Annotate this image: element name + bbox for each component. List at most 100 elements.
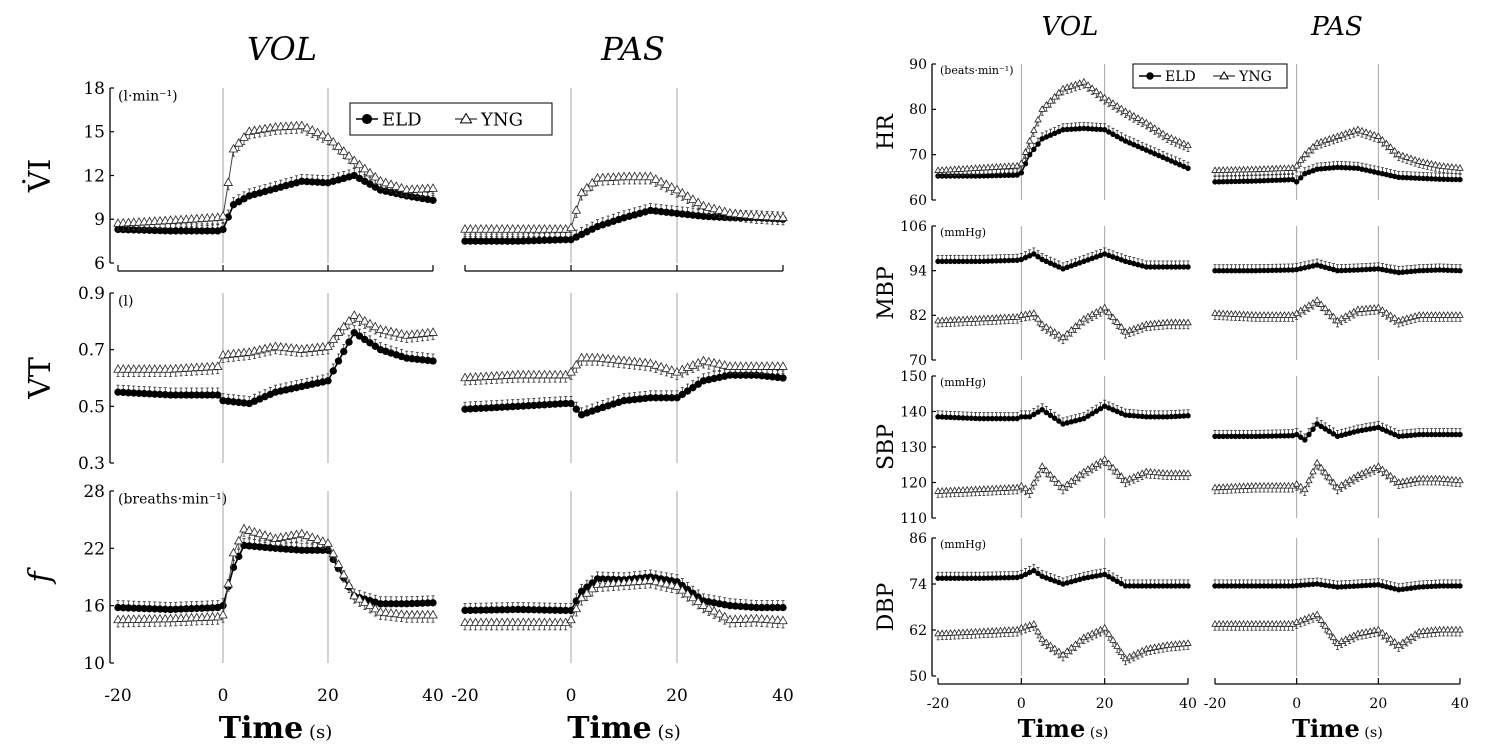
yng-marker bbox=[302, 122, 312, 132]
eld-marker bbox=[1056, 128, 1062, 135]
eld-marker bbox=[683, 387, 692, 395]
eld-marker bbox=[989, 172, 995, 179]
eld-marker bbox=[736, 602, 745, 611]
eld-marker bbox=[292, 546, 301, 554]
eld-marker bbox=[1400, 269, 1406, 275]
eld-marker bbox=[1010, 172, 1016, 178]
eld-marker bbox=[1449, 267, 1455, 274]
eld-marker bbox=[1293, 179, 1300, 185]
eld-marker bbox=[1068, 578, 1075, 585]
eld-marker bbox=[1440, 267, 1447, 273]
eld-marker bbox=[319, 178, 327, 187]
eld-marker bbox=[562, 235, 570, 244]
yng-marker bbox=[1063, 647, 1071, 654]
y-tick-label: 80 bbox=[909, 102, 927, 118]
eld-marker bbox=[471, 606, 480, 614]
eld-marker bbox=[1026, 414, 1033, 420]
eld-marker bbox=[392, 600, 400, 608]
eld-marker bbox=[1273, 433, 1279, 439]
eld-marker bbox=[1220, 267, 1226, 274]
eld-marker bbox=[947, 575, 954, 581]
yng-marker bbox=[698, 600, 709, 609]
yng-marker bbox=[1292, 161, 1301, 169]
y-tick-label: 0.7 bbox=[78, 341, 105, 361]
eld-series-pas-dbp bbox=[1212, 577, 1463, 593]
yng-marker bbox=[354, 593, 365, 603]
eld-marker bbox=[119, 604, 127, 612]
eld-marker bbox=[1408, 175, 1414, 181]
eld-marker bbox=[135, 389, 143, 397]
yng-marker bbox=[1059, 333, 1067, 341]
eld-marker bbox=[1035, 570, 1041, 577]
eld-marker bbox=[1006, 415, 1012, 422]
eld-marker bbox=[329, 367, 337, 375]
y-tick-label: 90 bbox=[909, 57, 927, 73]
eld-marker bbox=[1172, 413, 1179, 420]
eld-marker bbox=[1114, 408, 1120, 415]
eld-marker bbox=[1010, 257, 1016, 264]
eld-marker bbox=[208, 391, 217, 399]
eld-marker bbox=[145, 390, 154, 398]
eld-marker bbox=[1432, 431, 1439, 438]
yng-marker bbox=[375, 324, 386, 333]
eld-marker bbox=[203, 604, 211, 612]
eld-marker bbox=[182, 227, 190, 235]
yng-marker bbox=[698, 200, 709, 210]
eld-marker bbox=[1139, 263, 1145, 269]
eld-marker bbox=[699, 212, 708, 221]
y-tick-label: 10 bbox=[83, 654, 105, 674]
yng-marker bbox=[709, 605, 719, 615]
eld-marker bbox=[551, 400, 559, 408]
yng-series-vol-sbp bbox=[934, 455, 1192, 498]
yng-marker bbox=[672, 581, 682, 590]
yng-marker bbox=[344, 150, 354, 160]
eld-marker bbox=[1228, 433, 1235, 440]
eld-marker bbox=[1068, 263, 1075, 269]
eld-marker bbox=[1408, 432, 1414, 439]
yng-marker bbox=[1105, 308, 1113, 316]
eld-marker bbox=[193, 604, 201, 613]
eld-marker bbox=[1322, 264, 1328, 271]
eld-marker bbox=[1351, 429, 1357, 435]
y-axis-label: V̇I bbox=[23, 159, 58, 194]
eld-marker bbox=[487, 606, 496, 614]
eld-marker bbox=[429, 196, 437, 204]
yng-marker bbox=[223, 177, 234, 186]
eld-marker bbox=[1379, 266, 1386, 273]
yng-series-vol-dbp bbox=[934, 620, 1192, 666]
yng-marker bbox=[1050, 328, 1059, 335]
yng-marker bbox=[1030, 620, 1038, 627]
yng-marker bbox=[661, 578, 672, 588]
eld-marker bbox=[1181, 583, 1187, 589]
eld-marker bbox=[989, 575, 995, 581]
eld-marker bbox=[1068, 419, 1075, 425]
eld-marker bbox=[1375, 266, 1382, 272]
eld-marker bbox=[1298, 175, 1304, 181]
eld-marker bbox=[1285, 432, 1292, 439]
yng-marker bbox=[656, 361, 666, 371]
yng-marker bbox=[1374, 132, 1383, 139]
eld-marker bbox=[1047, 132, 1054, 138]
eld-marker bbox=[1001, 575, 1008, 581]
eld-marker bbox=[350, 328, 358, 337]
yng-marker bbox=[1171, 135, 1180, 143]
eld-marker bbox=[1404, 432, 1410, 439]
eld-marker bbox=[779, 374, 787, 382]
eld-marker bbox=[366, 339, 374, 347]
yng-marker bbox=[391, 181, 402, 190]
eld-marker bbox=[1181, 163, 1187, 170]
yng-marker bbox=[1067, 477, 1076, 484]
yng-marker bbox=[1180, 139, 1188, 147]
eld-marker bbox=[1001, 415, 1008, 422]
eld-marker bbox=[1068, 126, 1075, 132]
eld-series-vol-hr bbox=[935, 121, 1191, 179]
eld-marker bbox=[140, 226, 148, 234]
yng-marker bbox=[218, 210, 228, 220]
yng-marker bbox=[1034, 314, 1042, 322]
yng-marker bbox=[682, 191, 693, 200]
eld-marker bbox=[1367, 168, 1373, 174]
eld-marker bbox=[546, 606, 554, 614]
eld-marker bbox=[1379, 170, 1386, 177]
eld-marker bbox=[503, 403, 512, 411]
yng-marker bbox=[328, 548, 339, 558]
